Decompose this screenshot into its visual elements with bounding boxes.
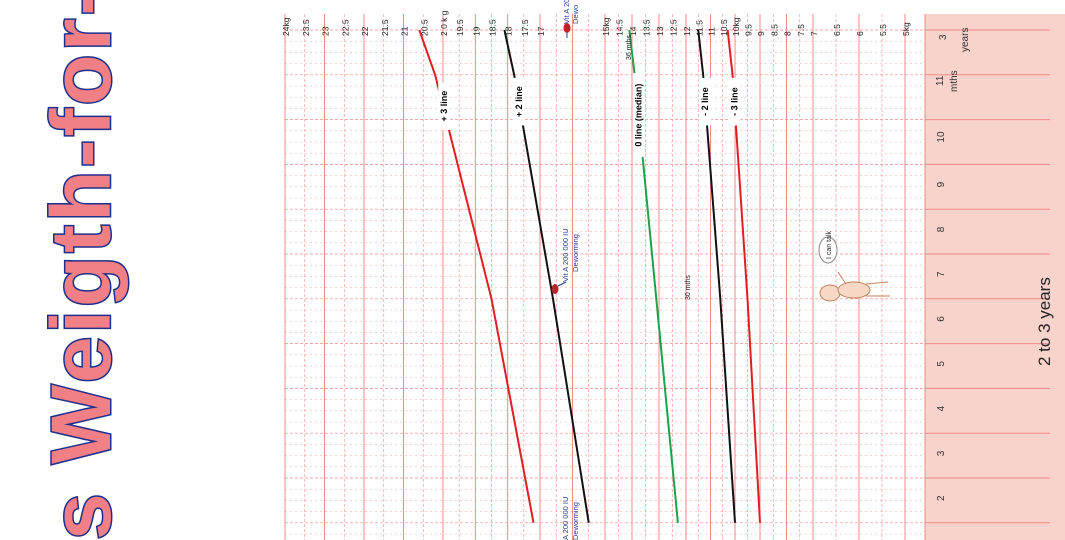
- series-lines: + 3 line + 2 line 0 line (median) - 2 line -…: [418, 29, 761, 523]
- series-label: + 2 line: [514, 86, 524, 117]
- weight-tick-label: 19: [471, 26, 481, 36]
- series-label-bg: [699, 77, 712, 126]
- weight-tick-label: 20.5: [419, 19, 429, 36]
- weight-tick-label: 9: [756, 31, 766, 36]
- weight-tick-label: 14.5: [615, 19, 625, 36]
- series-label: + 3 line: [439, 91, 449, 122]
- weight-tick-labels: 24kg 23.5 23 22.5 22 21.5 21 20.5 2 0 k g 19.5 19 1…: [281, 10, 911, 36]
- month-tick-label: 7: [936, 271, 947, 277]
- weight-tick-label: 8.5: [769, 24, 779, 36]
- series-label: - 2 line: [700, 87, 710, 116]
- weight-tick-label: 6: [855, 31, 865, 36]
- weight-tick-label: 10kg: [731, 17, 741, 36]
- end-label-top: 3: [938, 34, 949, 40]
- series-line: [726, 29, 761, 523]
- month-tick-label: 2: [936, 495, 947, 501]
- weight-tick-label: 5kg: [901, 22, 911, 36]
- weight-tick-label: 13: [655, 26, 665, 36]
- months-30-label: 30 mths: [685, 275, 692, 300]
- vitamin-note-bottom-2: Deworming: [571, 502, 580, 540]
- weight-tick-label: 18.5: [488, 19, 498, 36]
- grid-vertical: [284, 14, 906, 540]
- weight-tick-label: 18: [504, 26, 514, 36]
- weight-tick-label: 7.5: [796, 24, 806, 36]
- vitamin-note-bottom: A 200 000 IU: [561, 497, 570, 540]
- weight-tick-label: 11: [707, 27, 717, 36]
- grid-horizontal: [285, 29, 925, 535]
- series-line: [503, 29, 590, 523]
- weight-tick-label: 14: [628, 26, 638, 36]
- month-tick-label: 10: [936, 131, 947, 143]
- child-illustration: [818, 236, 890, 302]
- vitamin-note-top-2: Dewo: [571, 5, 580, 24]
- series-label-bg: [438, 82, 451, 130]
- weight-tick-label: 8: [783, 31, 793, 36]
- vitamin-marker-top: [563, 23, 571, 38]
- weight-tick-label: 21.5: [380, 19, 390, 36]
- weight-tick-label: 22.5: [340, 19, 350, 36]
- weight-tick-label: 22: [360, 26, 370, 36]
- weight-tick-label: 5.5: [878, 24, 888, 36]
- age-band: [925, 14, 1065, 540]
- weight-tick-label: 9.5: [744, 24, 754, 36]
- weight-tick-label: 19.5: [455, 19, 465, 36]
- series-label: 0 line (median): [634, 84, 644, 147]
- child-speech: I can talk: [826, 230, 833, 259]
- weight-tick-label: 21: [400, 26, 410, 36]
- month-tick-label: 4: [936, 405, 947, 411]
- month-tick-label: 3: [936, 450, 947, 456]
- series-label-bg: [632, 73, 645, 158]
- weight-tick-label: 2 0 k g: [439, 10, 449, 36]
- series-line: [418, 29, 535, 523]
- series-line: [628, 29, 679, 523]
- vitamin-note-top: Vit A 200: [562, 0, 571, 24]
- month-tick-label: 9: [936, 181, 947, 187]
- months-36-label: 36 mths: [626, 35, 633, 60]
- weight-tick-label: 11.5: [694, 20, 704, 36]
- weight-tick-label: 23.5: [301, 19, 311, 36]
- month-tick-label: 8: [936, 226, 947, 232]
- month11-label: 11: [935, 75, 946, 86]
- chart-title: s Weigth-for-Age C: [34, 0, 128, 540]
- weight-tick-label: 10.5: [719, 19, 729, 36]
- vitamin-marker-mid: [551, 281, 567, 294]
- vitamin-note-mid-2: Deworming: [571, 234, 580, 272]
- weight-tick-label: 17.5: [520, 19, 530, 36]
- weight-tick-label: 12: [682, 26, 692, 36]
- weight-tick-label: 24kg: [281, 17, 291, 36]
- series-label-bg: [512, 77, 525, 126]
- weight-tick-label: 12.5: [669, 19, 679, 36]
- weight-tick-label: 7: [809, 31, 819, 36]
- month-tick-label: 5: [936, 361, 947, 367]
- month11-unit: mths: [949, 70, 960, 92]
- weight-tick-label: 6.5: [832, 24, 842, 36]
- band-ticks: [925, 29, 1050, 524]
- vitamin-note-mid: Vit A 200 000 IU: [561, 228, 570, 282]
- weight-tick-label: 23: [321, 26, 331, 36]
- series-label-bg: [728, 77, 741, 126]
- age-range-label: 2 to 3 years: [1035, 277, 1054, 366]
- series-line: [697, 29, 736, 523]
- series-label: - 3 line: [729, 87, 739, 116]
- month-tick-label: 6: [936, 316, 947, 322]
- end-label-bottom: years: [960, 28, 971, 52]
- month-tick-labels: 12345678910: [936, 131, 947, 540]
- weight-tick-label: 13.5: [642, 19, 652, 36]
- weight-tick-label: 15kg: [601, 17, 611, 36]
- weight-tick-label: 17: [536, 26, 546, 36]
